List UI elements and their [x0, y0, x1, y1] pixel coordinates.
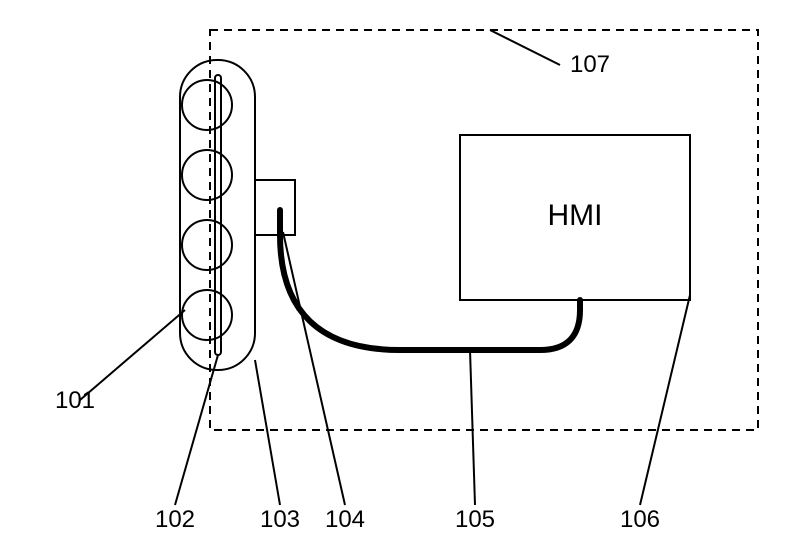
- sensor-body: [180, 60, 255, 370]
- leader-104: [283, 232, 345, 505]
- leader-105: [470, 350, 475, 505]
- leader-107: [490, 30, 560, 65]
- sensor-circle-2: [182, 150, 232, 200]
- cable: [280, 210, 580, 350]
- sensor-circle-3: [182, 220, 232, 270]
- label-103: 103: [260, 506, 300, 533]
- label-102: 102: [155, 506, 195, 533]
- enclosure-107: [210, 30, 758, 430]
- diagram-canvas: HMI 101 102 103 104 105 106 107: [0, 0, 794, 535]
- leader-106: [640, 295, 690, 505]
- leader-102: [175, 355, 218, 505]
- label-105: 105: [455, 506, 495, 533]
- label-104: 104: [325, 506, 365, 533]
- sensor-circle-4: [182, 290, 232, 340]
- connector-block: [255, 180, 295, 235]
- sensor-bar: [215, 75, 221, 355]
- label-107: 107: [570, 51, 610, 78]
- label-106: 106: [620, 506, 660, 533]
- leader-103: [255, 360, 280, 505]
- hmi-label: HMI: [548, 199, 603, 232]
- label-101: 101: [55, 387, 95, 414]
- leader-101: [80, 310, 185, 400]
- sensor-circle-1: [182, 80, 232, 130]
